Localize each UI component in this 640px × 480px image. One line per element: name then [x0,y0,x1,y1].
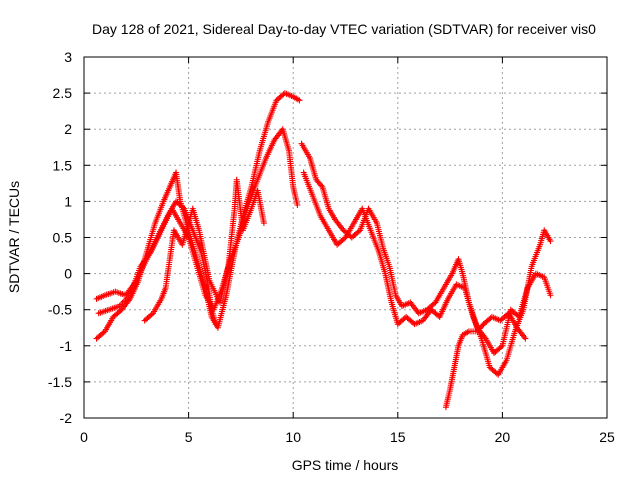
y-tick-label: 3 [64,49,72,65]
data-point [479,322,486,329]
y-tick-label: 1.5 [53,157,73,173]
series-track-3 [95,126,301,317]
data-point [431,300,438,307]
series-track-6 [300,169,554,378]
tick-layer [83,56,608,419]
tick-labels: 0 5 10 15 20 25 -2 -1.5 -1 -0.5 0 0.5 1 1.5 2 2.5 3 [48,49,615,445]
x-tick-label: 5 [185,429,193,445]
y-tick-label: -0.5 [48,302,72,318]
x-tick-label: 20 [495,429,511,445]
data-point [318,182,325,189]
y-tick-label: 2 [64,121,72,137]
data-point [148,311,155,318]
data-point [355,228,362,235]
y-tick-label: -2 [60,410,73,426]
data-point [341,235,348,242]
series-track-7 [442,310,529,411]
chart-title: Day 128 of 2021, Sidereal Day-to-day VTE… [92,21,596,37]
x-axis-label: GPS time / hours [292,457,399,473]
y-tick-label: -1.5 [48,374,72,390]
data-point [498,344,505,351]
data-point [296,97,303,104]
data-point [117,307,124,314]
series-track-2 [93,90,303,342]
grid-layer [84,57,607,418]
y-tick-label: 1 [64,193,72,209]
y-axis-label: SDTVAR / TECUs [6,181,22,293]
x-tick-label: 15 [390,429,406,445]
data-points [93,90,554,411]
x-tick-label: 0 [80,429,88,445]
data-point [547,238,554,245]
data-point [100,329,107,336]
data-point [547,292,554,299]
y-tick-label: 0.5 [53,230,73,246]
data-point [260,220,267,227]
series-track-4 [141,176,267,324]
x-tick-label: 25 [599,429,615,445]
y-tick-label: 2.5 [53,85,73,101]
data-point [294,202,301,209]
x-tick-label: 10 [285,429,301,445]
y-tick-label: 0 [64,266,72,282]
data-point [522,335,529,342]
y-tick-label: -1 [60,338,73,354]
